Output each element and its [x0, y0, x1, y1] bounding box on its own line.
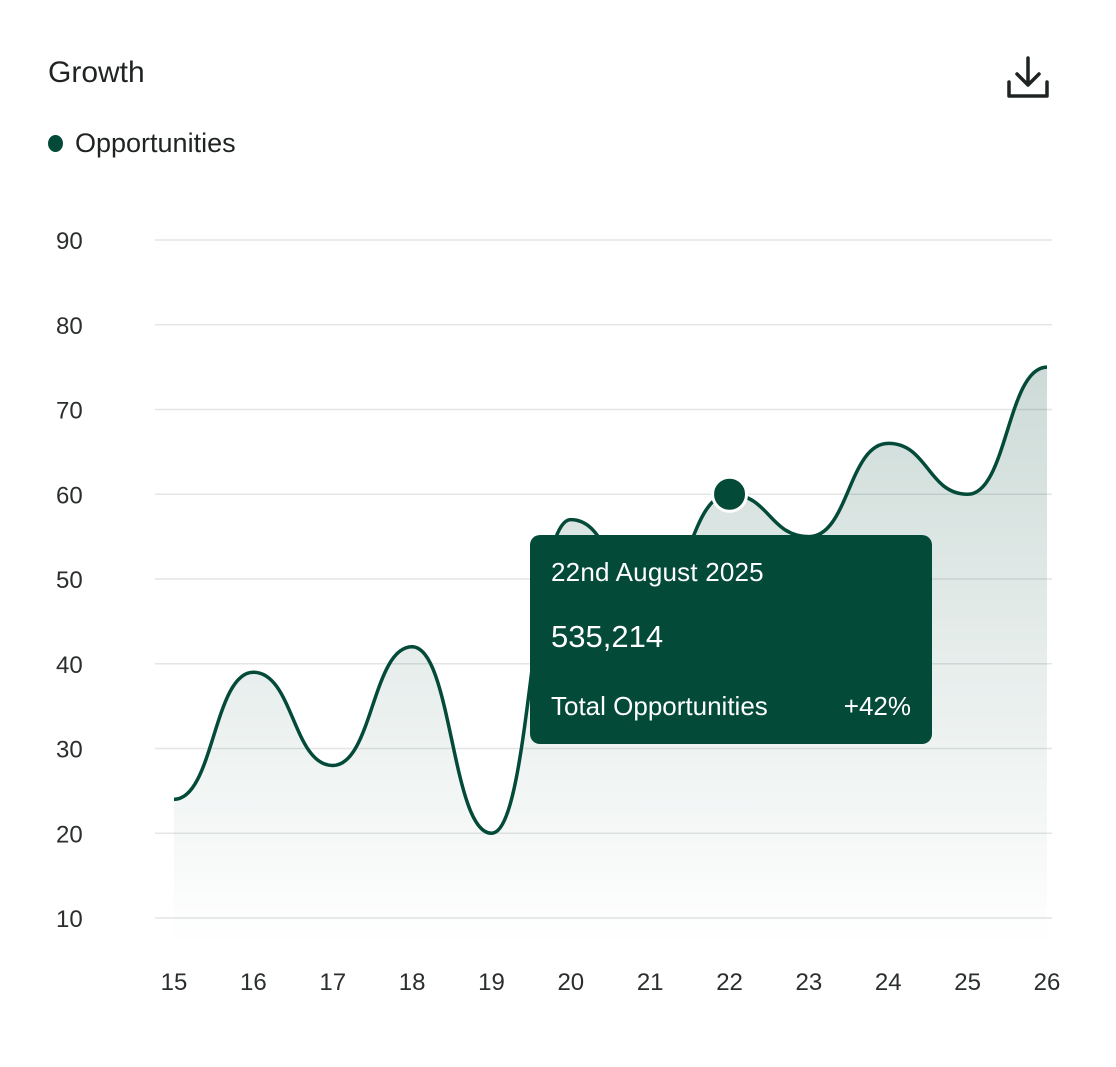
- tooltip-label: Total Opportunities: [551, 691, 768, 721]
- data-point[interactable]: [965, 491, 971, 497]
- x-tick-label: 19: [478, 969, 505, 996]
- x-tick-label: 25: [954, 969, 981, 996]
- y-axis-ticks: 10 20 30 40 50 60 70 80 90: [56, 228, 83, 933]
- chart-tooltip: 22nd August 2025 535,214 Total Opportuni…: [530, 535, 932, 744]
- x-axis-ticks: 15 16 17 18 19 20 21 22 23 24 25 26: [161, 969, 1061, 996]
- data-point[interactable]: [409, 644, 415, 650]
- data-point[interactable]: [171, 796, 177, 802]
- data-point[interactable]: [568, 517, 574, 523]
- y-tick-label: 80: [56, 313, 83, 340]
- tooltip-change: +42%: [843, 691, 911, 721]
- data-point[interactable]: [250, 669, 256, 675]
- data-point[interactable]: [1044, 364, 1050, 370]
- legend-label: Opportunities: [75, 127, 236, 158]
- x-tick-label: 18: [399, 969, 426, 996]
- x-tick-label: 15: [161, 969, 188, 996]
- y-tick-label: 70: [56, 398, 83, 425]
- x-tick-label: 24: [875, 969, 902, 996]
- x-tick-label: 20: [557, 969, 584, 996]
- x-tick-label: 21: [637, 969, 664, 996]
- y-tick-label: 90: [56, 228, 83, 255]
- highlight-point[interactable]: [711, 475, 749, 513]
- y-tick-label: 10: [56, 906, 83, 933]
- legend-dot-icon: [48, 134, 63, 152]
- y-tick-label: 50: [56, 567, 83, 594]
- tooltip-value: 535,214: [551, 619, 664, 654]
- data-point[interactable]: [885, 440, 891, 446]
- download-icon[interactable]: [1000, 54, 1056, 104]
- series-line: [173, 365, 1048, 835]
- y-tick-label: 20: [56, 821, 83, 848]
- y-tick-label: 60: [56, 482, 83, 509]
- x-tick-label: 22: [716, 969, 743, 996]
- x-tick-label: 17: [319, 969, 346, 996]
- chart-legend: Opportunities: [48, 126, 236, 160]
- y-tick-label: 30: [56, 737, 83, 764]
- tooltip-date: 22nd August 2025: [551, 557, 764, 587]
- x-tick-label: 16: [240, 969, 267, 996]
- x-tick-label: 26: [1034, 969, 1061, 996]
- data-point[interactable]: [330, 762, 336, 768]
- chart-title: Growth: [48, 56, 145, 89]
- y-tick-label: 40: [56, 652, 83, 679]
- data-point[interactable]: [488, 830, 494, 836]
- x-tick-label: 23: [796, 969, 823, 996]
